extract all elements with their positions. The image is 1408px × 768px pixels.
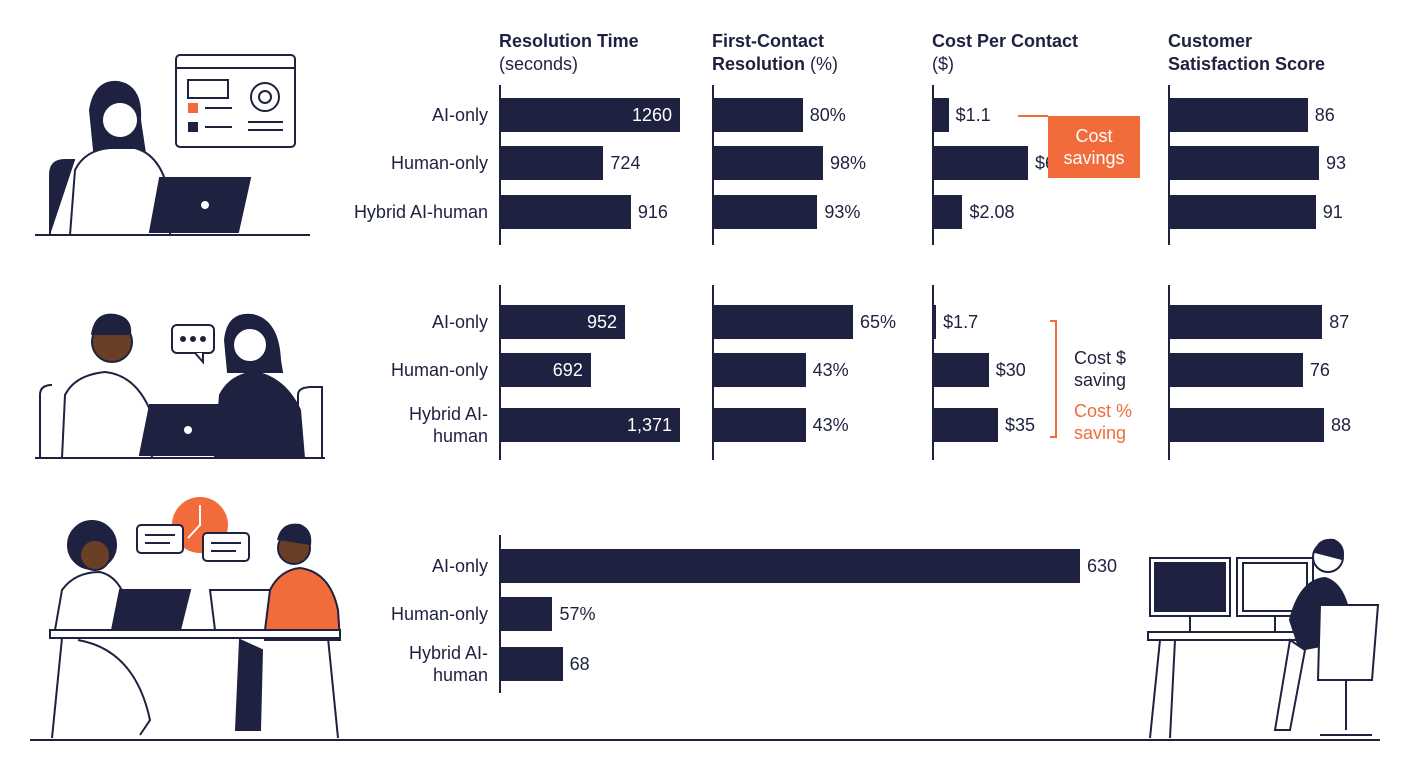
value-label: 724	[610, 153, 641, 173]
illustration-agents-2	[35, 313, 325, 459]
category-label: Hybrid AI-human	[408, 643, 488, 685]
header-unit: ($)	[932, 54, 954, 74]
value-label: 43%	[812, 360, 849, 380]
bar	[500, 305, 625, 339]
value-label: 80%	[809, 105, 846, 125]
value-label: 65%	[860, 312, 897, 332]
category-label: Human-only	[390, 153, 488, 173]
value-label: 98%	[830, 153, 867, 173]
annotation-connector	[1018, 115, 1048, 117]
bar	[933, 353, 989, 387]
bar	[933, 195, 963, 229]
bar	[500, 408, 680, 442]
bar	[1169, 146, 1319, 180]
bar	[500, 195, 631, 229]
illustration-team-3	[30, 497, 1380, 741]
bar	[500, 146, 604, 180]
column-header: First-Contact Resolution (%)	[712, 30, 862, 76]
bar	[500, 597, 553, 631]
value-label: $30	[995, 360, 1026, 380]
value-label: 93%	[824, 202, 861, 222]
value-label: 916	[637, 202, 668, 222]
bar	[713, 353, 806, 387]
value-label: 91	[1322, 202, 1343, 222]
bar	[713, 98, 803, 132]
value-label: 86	[1314, 105, 1335, 125]
header-unit: (%)	[810, 54, 839, 74]
category-label: AI-only	[431, 312, 488, 332]
value-label: 43%	[812, 415, 849, 435]
value-label: 87	[1329, 312, 1350, 332]
bar	[933, 98, 949, 132]
bar	[1169, 195, 1316, 229]
value-label: 88	[1331, 415, 1352, 435]
column-header: Resolution Time (seconds)	[499, 30, 664, 76]
value-label: 1,371	[626, 415, 672, 435]
bar	[1169, 408, 1324, 442]
category-label: AI-only	[431, 556, 488, 576]
value-label: $35	[1005, 415, 1036, 435]
bar	[713, 305, 853, 339]
illustration-agent-1	[35, 54, 310, 236]
value-label: $2.08	[969, 202, 1015, 222]
header-title: Resolution Time	[499, 31, 639, 51]
bar	[713, 195, 818, 229]
value-label: 952	[586, 312, 617, 332]
bar	[933, 305, 937, 339]
column-header: Customer Satisfaction Score	[1168, 30, 1348, 76]
bar	[1169, 98, 1308, 132]
bar	[713, 146, 823, 180]
bar	[933, 408, 998, 442]
column-header: Cost Per Contact ($)	[932, 30, 1102, 76]
category-label: AI-only	[431, 105, 488, 125]
category-label: Hybrid AI-human	[353, 202, 488, 222]
bar	[713, 408, 806, 442]
value-label: $1.1	[955, 105, 991, 125]
value-label: $1.7	[943, 312, 979, 332]
category-label: Human-only	[390, 604, 488, 624]
category-label: Hybrid AI-human	[408, 404, 488, 446]
value-label: 68	[569, 654, 590, 674]
category-label: Human-only	[390, 360, 488, 380]
annotation-bracket	[1050, 320, 1057, 438]
header-title: Customer Satisfaction Score	[1168, 31, 1326, 74]
value-label: 630	[1087, 556, 1118, 576]
bar	[500, 98, 680, 132]
bar	[1169, 353, 1303, 387]
bar	[500, 549, 1080, 583]
header-unit: (seconds)	[499, 54, 579, 74]
header-title: Cost Per Contact	[932, 31, 1079, 51]
value-label: 76	[1309, 360, 1330, 380]
value-label: 93	[1326, 153, 1347, 173]
annotation-text: Cost $ saving	[1074, 348, 1127, 390]
bar	[500, 647, 563, 681]
annotation-text: Cost % saving	[1074, 401, 1133, 443]
value-label: 1260	[631, 105, 672, 125]
header-title: First-Contact Resolution	[712, 31, 824, 74]
value-label: 692	[552, 360, 583, 380]
annotation-box: Cost savings	[1048, 116, 1140, 178]
bar	[933, 146, 1028, 180]
bar	[500, 353, 591, 387]
value-label: 57%	[559, 604, 596, 624]
bar	[1169, 305, 1323, 339]
